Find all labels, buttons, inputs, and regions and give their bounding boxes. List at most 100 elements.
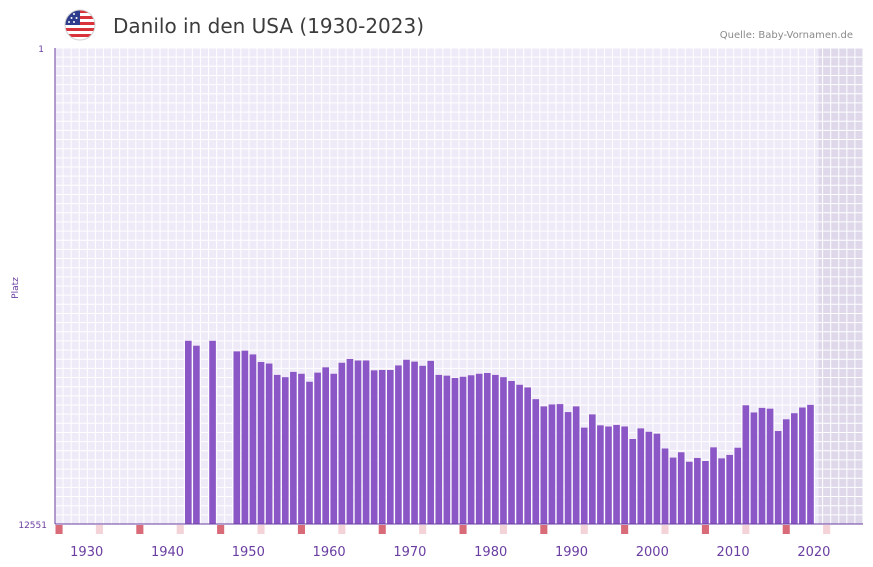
decade-marker: [540, 525, 548, 534]
bar: [661, 448, 669, 524]
bar: [314, 372, 321, 524]
bar: [257, 362, 265, 524]
bar: [645, 431, 653, 524]
bar: [185, 340, 192, 524]
us-flag-icon: [64, 9, 96, 41]
bar: [241, 350, 249, 524]
x-tick-label: 1990: [555, 545, 588, 560]
x-tick-label: 2000: [636, 545, 669, 560]
decade-marker: [823, 525, 831, 534]
bar: [467, 375, 475, 524]
decade-marker: [136, 525, 144, 534]
bar: [589, 414, 596, 524]
decade-marker: [419, 525, 427, 534]
decade-marker: [621, 525, 629, 534]
bar: [338, 362, 346, 524]
bar: [564, 412, 572, 524]
decade-marker: [580, 525, 588, 534]
bar: [580, 427, 588, 524]
bar: [710, 447, 717, 524]
bar: [799, 407, 806, 524]
bar: [362, 360, 370, 524]
bar: [742, 405, 750, 524]
bar: [193, 345, 200, 524]
bar: [459, 376, 467, 524]
x-tick-label: 1950: [232, 545, 265, 560]
bar: [734, 447, 742, 524]
bar: [233, 351, 241, 524]
bar: [572, 406, 580, 524]
bar: [597, 425, 604, 524]
bar: [370, 370, 378, 524]
bar: [403, 359, 410, 524]
decade-marker: [55, 525, 63, 534]
bar: [677, 452, 685, 524]
bar: [669, 457, 677, 524]
bar: [726, 454, 733, 524]
bar: [791, 413, 798, 524]
bar: [556, 404, 564, 524]
bar: [540, 406, 548, 524]
bar: [718, 458, 725, 524]
bar: [621, 426, 628, 524]
x-tick-label: 1980: [474, 545, 507, 560]
y-axis-label: Platz: [11, 277, 21, 299]
bar: [435, 374, 443, 524]
bar: [265, 363, 273, 524]
bar: [419, 365, 426, 524]
bar: [290, 371, 297, 524]
bar: [629, 439, 637, 524]
bar: [524, 387, 531, 524]
bar: [354, 360, 362, 524]
bar: [750, 412, 758, 524]
bar: [516, 384, 523, 524]
decade-marker: [459, 525, 467, 534]
y-tick-label: 1: [38, 45, 44, 55]
bar: [387, 369, 394, 524]
bar: [694, 457, 701, 524]
bar: [548, 404, 556, 524]
source-label: Quelle: Baby-Vornamen.de: [719, 30, 853, 41]
bar: [500, 377, 507, 524]
bar: [411, 361, 418, 524]
decade-marker: [95, 525, 103, 534]
decade-marker: [217, 525, 225, 534]
bar: [443, 375, 451, 524]
decade-marker: [499, 525, 507, 534]
bar: [249, 354, 257, 524]
bar: [613, 424, 620, 524]
bar: [605, 426, 612, 524]
bar: [322, 367, 329, 524]
bar: [273, 374, 281, 524]
decade-marker: [338, 525, 346, 534]
bar: [209, 340, 216, 524]
bar: [758, 407, 766, 524]
x-tick-label: 1930: [70, 545, 103, 560]
x-tick-label: 2020: [797, 545, 830, 560]
bar: [492, 374, 499, 524]
bar: [378, 369, 386, 524]
bar: [532, 399, 540, 524]
y-tick-label: 12551: [18, 521, 47, 531]
bar: [306, 381, 313, 524]
bar: [774, 431, 782, 524]
bar: [281, 377, 289, 524]
bar: [508, 380, 515, 524]
bar: [653, 433, 661, 524]
decade-marker: [782, 525, 790, 534]
bar: [766, 408, 774, 524]
decade-marker: [378, 525, 386, 534]
bar: [427, 360, 435, 524]
bar: [702, 461, 709, 524]
decade-marker: [701, 525, 709, 534]
bar: [782, 419, 790, 524]
x-tick-label: 1940: [151, 545, 184, 560]
bar: [395, 365, 402, 524]
bar: [807, 404, 814, 524]
decade-marker: [176, 525, 184, 534]
bar: [483, 373, 491, 524]
x-tick-label: 1970: [393, 545, 426, 560]
page-title: Danilo in den USA (1930-2023): [113, 14, 425, 38]
bar: [346, 358, 354, 524]
bar: [685, 461, 693, 524]
